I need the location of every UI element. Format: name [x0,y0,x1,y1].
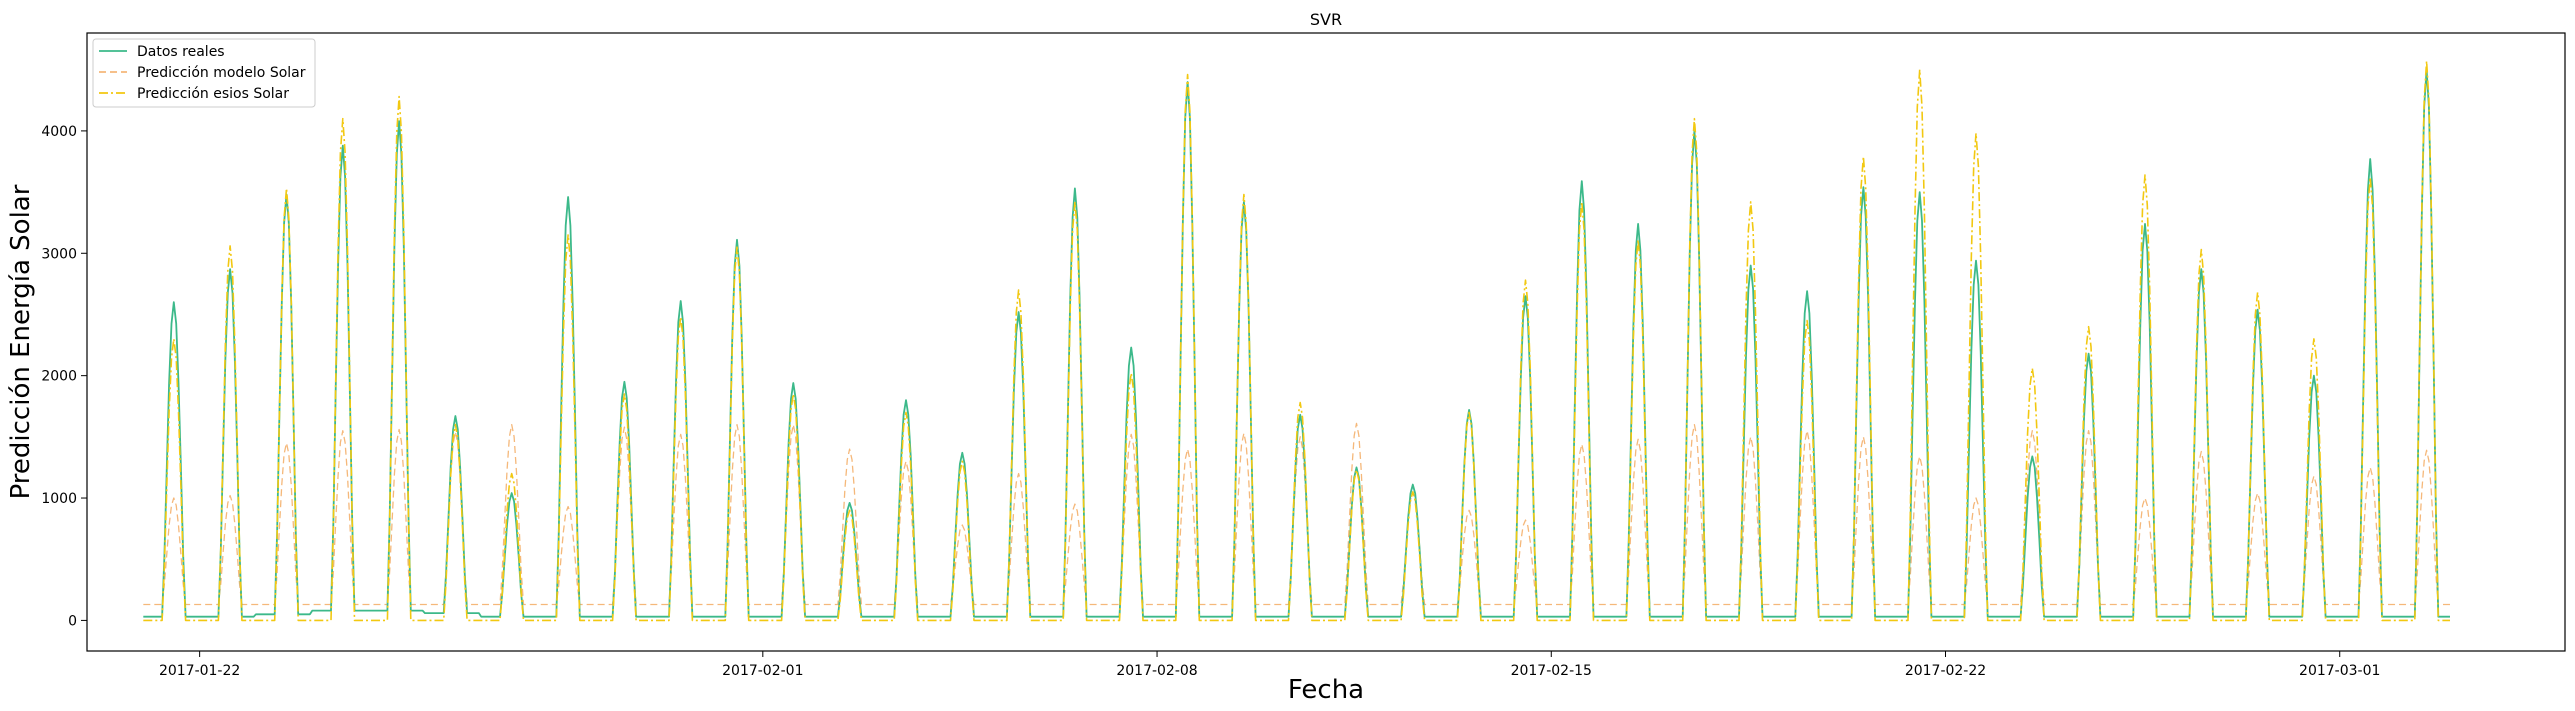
y-tick-label: 1000 [41,491,77,507]
legend-box [92,38,316,108]
x-tick-label: 2017-03-01 [2299,663,2380,679]
legend: Datos reales Predicción modelo Solar Predi… [92,38,316,108]
x-tick-label: 2017-02-22 [1905,663,1986,679]
x-tick-label: 2017-02-15 [1511,663,1592,679]
x-tick-label: 2017-02-01 [722,663,803,679]
y-tick-label: 4000 [41,124,77,140]
series-datos-reales [143,68,2450,618]
legend-label: Predicción modelo Solar [137,65,306,81]
y-axis: 0 1000 2000 3000 4000 [41,124,87,629]
chart-title: SVR [1310,10,1342,29]
legend-label: Datos reales [137,44,225,60]
x-axis-title: Fecha [1288,675,1364,705]
legend-label: Predicción esios Solar [137,86,289,102]
y-tick-label: 3000 [41,246,77,262]
y-tick-label: 0 [68,613,77,629]
series-prediccion-esios [143,60,2450,622]
x-tick-label: 2017-02-08 [1116,663,1197,679]
series-prediccion-modelo [143,422,2450,606]
x-axis: 2017-01-22 2017-02-01 2017-02-08 2017-02-15… [159,651,2380,679]
y-axis-title: Predicción Energía Solar [6,184,36,499]
y-tick-label: 2000 [41,369,77,385]
series-layer [143,60,2450,622]
plot-frame [86,32,2566,652]
x-tick-label: 2017-01-22 [159,663,240,679]
